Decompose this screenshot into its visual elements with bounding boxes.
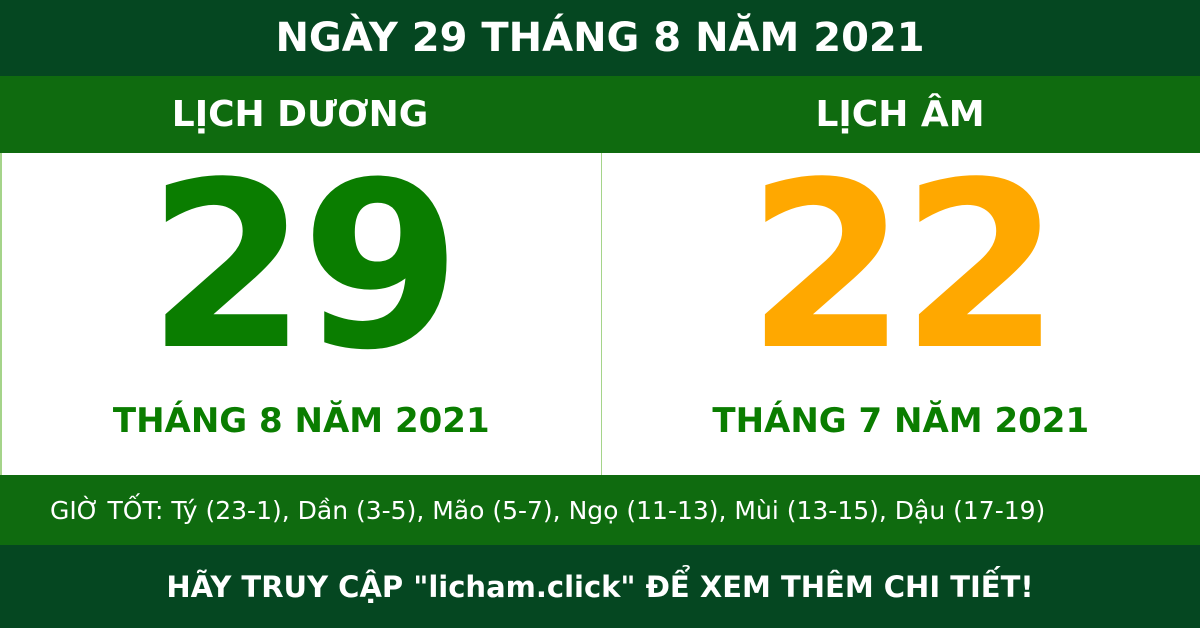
page-title: NGÀY 29 THÁNG 8 NĂM 2021 [0,0,1200,76]
calendar-headers: LỊCH DƯƠNG LỊCH ÂM [0,76,1200,153]
solar-month-year: THÁNG 8 NĂM 2021 [112,401,490,441]
calendar-body: 29 THÁNG 8 NĂM 2021 22 THÁNG 7 NĂM 2021 [0,153,1200,475]
solar-column: 29 THÁNG 8 NĂM 2021 [2,153,601,475]
footer-cta: HÃY TRUY CẬP "licham.click" ĐỂ XEM THÊM … [0,545,1200,628]
good-hours: GIỜ TỐT: Tý (23-1), Dần (3-5), Mão (5-7)… [0,475,1200,545]
lunar-column: 22 THÁNG 7 NĂM 2021 [600,134,1200,475]
lunar-day: 22 [746,134,1061,401]
lunar-calendar-label: LỊCH ÂM [815,94,985,135]
solar-day: 29 [147,134,461,401]
solar-calendar-label: LỊCH DƯƠNG [171,94,429,135]
lunar-month-year: THÁNG 7 NĂM 2021 [712,401,1090,441]
